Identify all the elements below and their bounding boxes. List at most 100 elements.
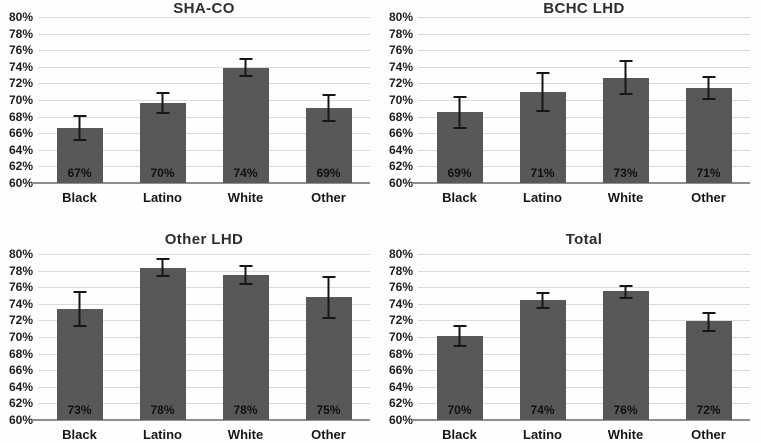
x-tick-label: Latino: [143, 427, 182, 442]
gridline: [418, 303, 750, 305]
error-line: [161, 258, 164, 278]
y-tick-label: 72%: [8, 76, 33, 91]
chart-title: BCHC LHD: [543, 0, 625, 17]
y-tick-label: 80%: [388, 247, 413, 261]
gridline: [418, 386, 750, 388]
error-cap-bottom: [702, 330, 715, 332]
error-line: [541, 292, 544, 309]
error-cap-top: [73, 114, 86, 117]
gridline: [38, 254, 370, 255]
y-tick-label: 78%: [388, 263, 413, 278]
gridline: [38, 116, 370, 118]
error-cap-bottom: [453, 127, 466, 130]
error-cap-bottom: [73, 325, 86, 328]
error-bar: [239, 264, 252, 285]
y-tick-label: 74%: [388, 59, 413, 74]
y-tick-label: 66%: [8, 126, 33, 141]
gridline: [38, 303, 370, 305]
error-cap-top: [322, 275, 335, 278]
error-line: [244, 57, 247, 77]
error-line: [541, 71, 544, 113]
gridline: [418, 66, 750, 68]
x-tick-label: Black: [442, 190, 477, 205]
gridline: [418, 353, 750, 355]
gridline: [418, 33, 750, 35]
error-cap-top: [536, 292, 549, 295]
error-cap-top: [619, 284, 632, 287]
y-tick-label: 72%: [8, 313, 33, 328]
bar-group-latino: 71%: [501, 17, 584, 183]
y-tick-label: 62%: [388, 396, 413, 411]
gridline: [418, 337, 750, 338]
error-bar: [156, 258, 169, 278]
gridline: [418, 17, 750, 18]
error-line: [327, 94, 330, 123]
y-tick-label: 64%: [388, 379, 413, 394]
bar-value-label: 69%: [447, 166, 472, 180]
x-tick-label: White: [607, 190, 644, 205]
chart-other-lhd: Other LHD 80% 78% 76% 74% 72% 70% 68% 66% 64% 62% 6…: [0, 221, 380, 443]
y-tick-label: 60%: [8, 176, 33, 190]
bar-value-label: 67%: [67, 166, 92, 180]
x-tick-label: White: [607, 427, 644, 442]
gridline: [418, 270, 750, 272]
error-cap-bottom: [536, 306, 549, 309]
bar-value-label: 71%: [696, 166, 721, 180]
gridline: [418, 116, 750, 118]
bar-group-white: 73%: [584, 17, 667, 183]
y-tick-label: 66%: [388, 126, 413, 141]
bar: [602, 77, 649, 183]
y-tick-label: 78%: [8, 26, 33, 41]
error-cap-top: [73, 290, 86, 293]
gridline: [418, 254, 750, 255]
bar-group-other: 75%: [287, 254, 370, 420]
y-tick-label: 72%: [388, 76, 413, 91]
gridline: [38, 17, 370, 18]
error-line: [161, 91, 164, 115]
error-cap-bottom: [702, 97, 715, 100]
bar: [139, 103, 186, 183]
chart-title: Total: [565, 231, 603, 248]
gridline: [38, 270, 370, 272]
gridline: [38, 83, 370, 85]
gridline: [38, 33, 370, 35]
y-tick-label: 64%: [388, 142, 413, 157]
y-tick-label: 70%: [8, 93, 33, 107]
gridline: [38, 403, 370, 405]
error-line: [458, 324, 461, 347]
error-bar: [73, 114, 86, 141]
error-line: [78, 114, 81, 141]
error-bar: [702, 312, 715, 332]
error-cap-bottom: [73, 138, 86, 141]
gridline: [38, 320, 370, 322]
x-axis-line: [32, 419, 370, 421]
x-axis-line: [412, 182, 750, 184]
y-tick-label: 60%: [388, 176, 413, 190]
error-bar: [702, 75, 715, 100]
bar-group-other: 71%: [667, 17, 750, 183]
y-tick-label: 66%: [8, 363, 33, 378]
bar: [685, 321, 732, 420]
y-tick-label: 80%: [8, 10, 33, 24]
error-line: [78, 290, 81, 328]
bar-value-label: 69%: [316, 166, 341, 180]
y-tick-label: 64%: [8, 379, 33, 394]
bar: [685, 88, 732, 183]
gridline: [418, 320, 750, 322]
error-cap-bottom: [239, 74, 252, 77]
bar-group-black: 73%: [38, 254, 121, 420]
x-axis-line: [32, 182, 370, 184]
gridline: [418, 50, 750, 52]
gridline: [418, 149, 750, 151]
error-bar: [453, 324, 466, 347]
gridline: [38, 149, 370, 151]
x-axis-line: [412, 419, 750, 421]
error-bar: [73, 290, 86, 328]
bar-value-label: 73%: [67, 403, 92, 417]
x-tick-label: White: [227, 190, 264, 205]
bar-value-label: 76%: [613, 403, 638, 417]
bar: [519, 300, 566, 420]
error-cap-bottom: [619, 93, 632, 96]
bar: [602, 291, 649, 420]
